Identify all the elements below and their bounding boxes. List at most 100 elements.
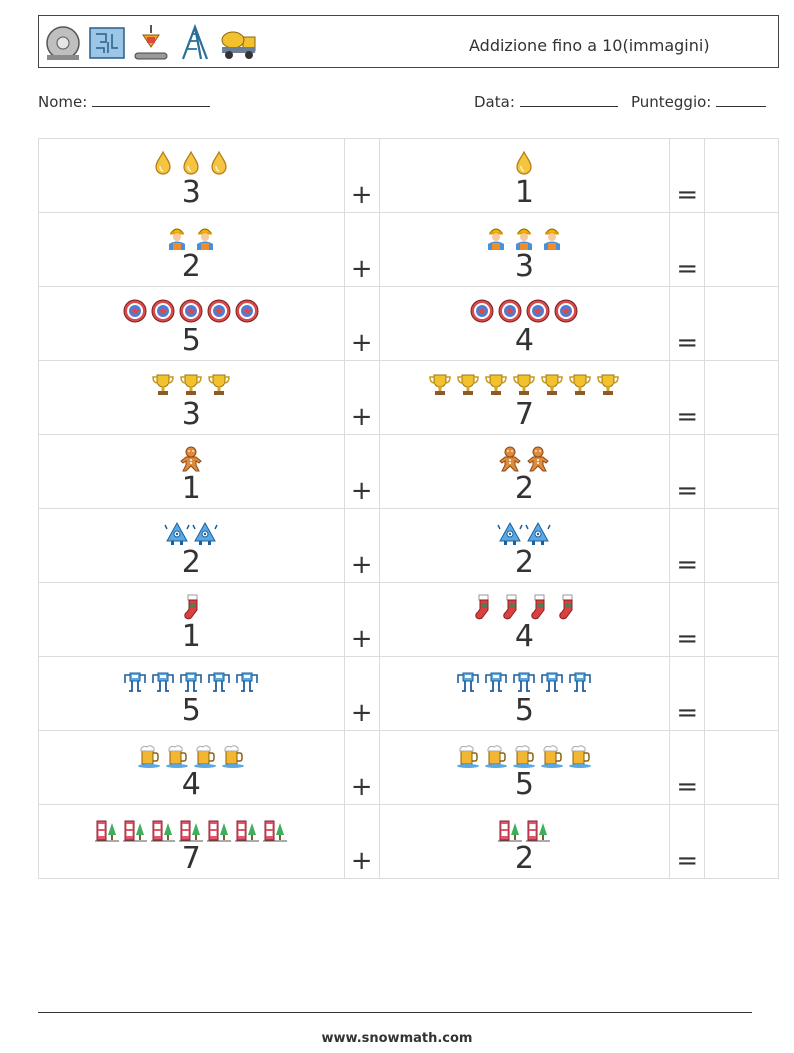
trophy-icon: [455, 371, 481, 399]
operand-number: 4: [181, 767, 201, 802]
picture-group: [380, 739, 670, 769]
saw-blade-icon: [43, 23, 83, 63]
operand-number: 7: [514, 397, 534, 432]
operand-cell: 7: [378, 360, 671, 435]
equals-cell: =: [669, 804, 706, 879]
operand-number: 5: [181, 323, 201, 358]
crane-hook-icon: [131, 23, 171, 63]
stocking-icon: [553, 593, 579, 621]
plus-cell: +: [343, 360, 380, 435]
answer-box[interactable]: [704, 434, 779, 509]
plus-sign: +: [350, 476, 373, 506]
problem-row: 7 +2 =: [38, 804, 779, 879]
equals-sign: =: [676, 180, 699, 210]
score-label: Punteggio:: [631, 93, 712, 111]
operand-cell: 3: [38, 360, 345, 435]
answer-box[interactable]: [704, 804, 779, 879]
equals-sign: =: [676, 476, 699, 506]
stocking-icon: [178, 593, 204, 621]
mech-icon: [455, 667, 481, 695]
plus-cell: +: [343, 212, 380, 287]
plus-cell: +: [343, 582, 380, 657]
plus-cell: +: [343, 730, 380, 805]
picture-group: [380, 665, 670, 695]
poker-chip-icon: [469, 297, 495, 325]
drop-icon: [150, 149, 176, 177]
phone-booth-icon: [178, 815, 204, 843]
plus-cell: +: [343, 508, 380, 583]
operand-number: 4: [514, 323, 534, 358]
mech-icon: [567, 667, 593, 695]
phone-booth-icon: [206, 815, 232, 843]
equals-cell: =: [669, 360, 706, 435]
answer-box[interactable]: [704, 656, 779, 731]
gingerbread-icon: [497, 445, 523, 473]
equals-sign: =: [676, 846, 699, 876]
answer-box[interactable]: [704, 360, 779, 435]
mech-icon: [150, 667, 176, 695]
operand-number: 7: [181, 841, 201, 876]
operand-cell: 2: [378, 434, 671, 509]
plus-sign: +: [350, 550, 373, 580]
equals-sign: =: [676, 402, 699, 432]
name-blank[interactable]: [92, 93, 211, 107]
drop-icon: [206, 149, 232, 177]
picture-group: [380, 221, 670, 251]
header-box: Addizione fino a 10(immagini): [38, 15, 779, 68]
mech-icon: [178, 667, 204, 695]
beer-mug-icon: [455, 741, 481, 769]
operand-cell: 2: [38, 212, 345, 287]
phone-booth-icon: [262, 815, 288, 843]
operand-number: 2: [181, 249, 201, 284]
footer-url[interactable]: www.snowmath.com: [321, 1031, 473, 1046]
worker-icon: [192, 223, 218, 251]
plus-cell: +: [343, 804, 380, 879]
equals-cell: =: [669, 582, 706, 657]
score-field: Punteggio:: [631, 93, 767, 111]
answer-box[interactable]: [704, 730, 779, 805]
operand-number: 5: [514, 693, 534, 728]
plus-cell: +: [343, 286, 380, 361]
answer-box[interactable]: [704, 212, 779, 287]
equals-cell: =: [669, 286, 706, 361]
equals-sign: =: [676, 550, 699, 580]
plus-sign: +: [350, 698, 373, 728]
operand-number: 4: [514, 619, 534, 654]
operand-number: 5: [514, 767, 534, 802]
plus-sign: +: [350, 328, 373, 358]
answer-box[interactable]: [704, 582, 779, 657]
trophy-icon: [539, 371, 565, 399]
operand-cell: 5: [38, 656, 345, 731]
operand-number: 1: [181, 471, 201, 506]
operand-cell: 2: [378, 508, 671, 583]
trophy-icon: [178, 371, 204, 399]
plus-cell: +: [343, 138, 380, 213]
answer-box[interactable]: [704, 508, 779, 583]
gingerbread-icon: [178, 445, 204, 473]
trophy-icon: [150, 371, 176, 399]
worksheet-title: Addizione fino a 10(immagini): [469, 36, 710, 55]
score-blank[interactable]: [716, 93, 767, 107]
answer-box[interactable]: [704, 138, 779, 213]
picture-group: [39, 517, 344, 547]
mech-icon: [511, 667, 537, 695]
date-blank[interactable]: [519, 93, 618, 107]
beer-mug-icon: [192, 741, 218, 769]
answer-box[interactable]: [704, 286, 779, 361]
plus-sign: +: [350, 846, 373, 876]
date-label: Data:: [474, 93, 515, 111]
operand-number: 2: [514, 841, 534, 876]
phone-booth-icon: [497, 815, 523, 843]
picture-group: [39, 665, 344, 695]
poker-chip-icon: [525, 297, 551, 325]
picture-group: [380, 295, 670, 325]
worker-icon: [483, 223, 509, 251]
stocking-icon: [469, 593, 495, 621]
robot-icon: [192, 519, 218, 547]
phone-booth-icon: [525, 815, 551, 843]
beer-mug-icon: [164, 741, 190, 769]
beer-mug-icon: [511, 741, 537, 769]
mech-icon: [122, 667, 148, 695]
problems-table: 3 +1 = 2 +3 = 5 +4 = 3 +7 = 1 +2 = 2 +2 = 1 +4 = 5 +5 = 4 +5 = 7 +2 =: [38, 138, 779, 879]
operand-cell: 1: [38, 434, 345, 509]
